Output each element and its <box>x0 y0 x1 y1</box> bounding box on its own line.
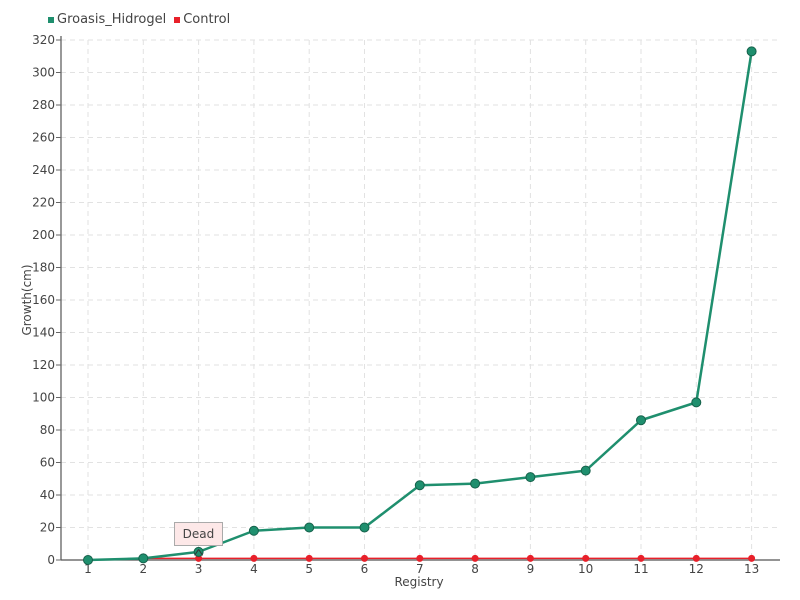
data-point <box>193 546 204 557</box>
y-tick-label: 200 <box>32 228 55 242</box>
x-tick-label: 4 <box>250 562 258 576</box>
y-tick-label: 240 <box>32 163 55 177</box>
x-tick-label: 6 <box>361 562 369 576</box>
series-control <box>84 554 756 564</box>
x-tick-label: 11 <box>633 562 648 576</box>
data-point <box>416 554 424 562</box>
series-groasis-hidrogel <box>83 46 757 565</box>
y-tick-label: 100 <box>32 391 55 405</box>
y-tick-label: 80 <box>40 423 55 437</box>
data-point <box>414 480 425 491</box>
x-tick-label: 5 <box>305 562 313 576</box>
data-point <box>250 554 258 562</box>
data-point <box>138 553 149 564</box>
x-tick-label: 7 <box>416 562 424 576</box>
data-point <box>304 522 315 533</box>
data-point <box>195 554 203 562</box>
y-tick-label: 220 <box>32 196 55 210</box>
data-point <box>526 554 534 562</box>
y-tick-label: 280 <box>32 98 55 112</box>
y-tick-label: 160 <box>32 293 55 307</box>
data-point <box>525 472 536 483</box>
x-tick-label: 3 <box>195 562 203 576</box>
data-point <box>691 397 702 408</box>
dead-annotation-text: Dead <box>182 527 215 542</box>
data-point <box>582 554 590 562</box>
x-tick-label: 8 <box>471 562 479 576</box>
x-axis-ticks: 1 2 3 4 5 6 7 8 9 10 11 12 13 <box>84 562 759 576</box>
data-point <box>637 554 645 562</box>
y-tick-label: 20 <box>40 521 55 535</box>
y-tick-label: 180 <box>32 261 55 275</box>
y-tick-label: 300 <box>32 66 55 80</box>
legend-item-control[interactable]: Control <box>174 12 230 27</box>
x-tick-label: 10 <box>578 562 593 576</box>
x-axis-title: Registry <box>394 575 443 589</box>
data-point <box>305 554 313 562</box>
x-tick-label: 9 <box>527 562 535 576</box>
data-point <box>580 465 591 476</box>
y-tick-label: 40 <box>40 488 55 502</box>
data-point <box>748 554 756 562</box>
y-tick-label: 140 <box>32 326 55 340</box>
legend-swatch-groasis <box>48 16 54 23</box>
data-point <box>83 555 93 565</box>
annotation-pointer <box>194 549 200 556</box>
y-axis-ticks: 0 20 40 60 80 100 120 140 160 180 200 220 240 260 280 3… <box>32 33 61 567</box>
data-point <box>248 525 259 536</box>
x-tick-label: 13 <box>744 562 759 576</box>
data-point <box>746 46 757 57</box>
dead-annotation-tooltip: Dead <box>173 522 224 547</box>
annotation-pointer <box>198 549 204 556</box>
x-tick-label: 1 <box>84 562 92 576</box>
x-tick-label: 2 <box>139 562 147 576</box>
legend-label-control: Control <box>183 12 231 27</box>
chart-legend: Groasis_Hidrogel Control <box>48 12 230 27</box>
data-point <box>636 415 646 426</box>
y-tick-label: 260 <box>32 131 55 145</box>
legend-label-groasis: Groasis_Hidrogel <box>57 12 167 27</box>
y-axis-title: Growth(cm) <box>20 264 34 335</box>
x-tick-label: 12 <box>689 562 704 576</box>
data-point <box>471 554 479 562</box>
y-tick-label: 120 <box>32 358 55 372</box>
data-point <box>361 554 368 562</box>
data-point <box>692 554 700 562</box>
legend-swatch-control <box>174 16 181 23</box>
series-group <box>83 46 757 565</box>
legend-item-groasis[interactable]: Groasis_Hidrogel <box>48 12 166 27</box>
y-tick-label: 320 <box>32 33 55 47</box>
y-tick-label: 60 <box>40 456 55 470</box>
data-point <box>470 478 481 489</box>
data-point <box>359 522 370 533</box>
y-tick-label: 0 <box>47 553 55 567</box>
